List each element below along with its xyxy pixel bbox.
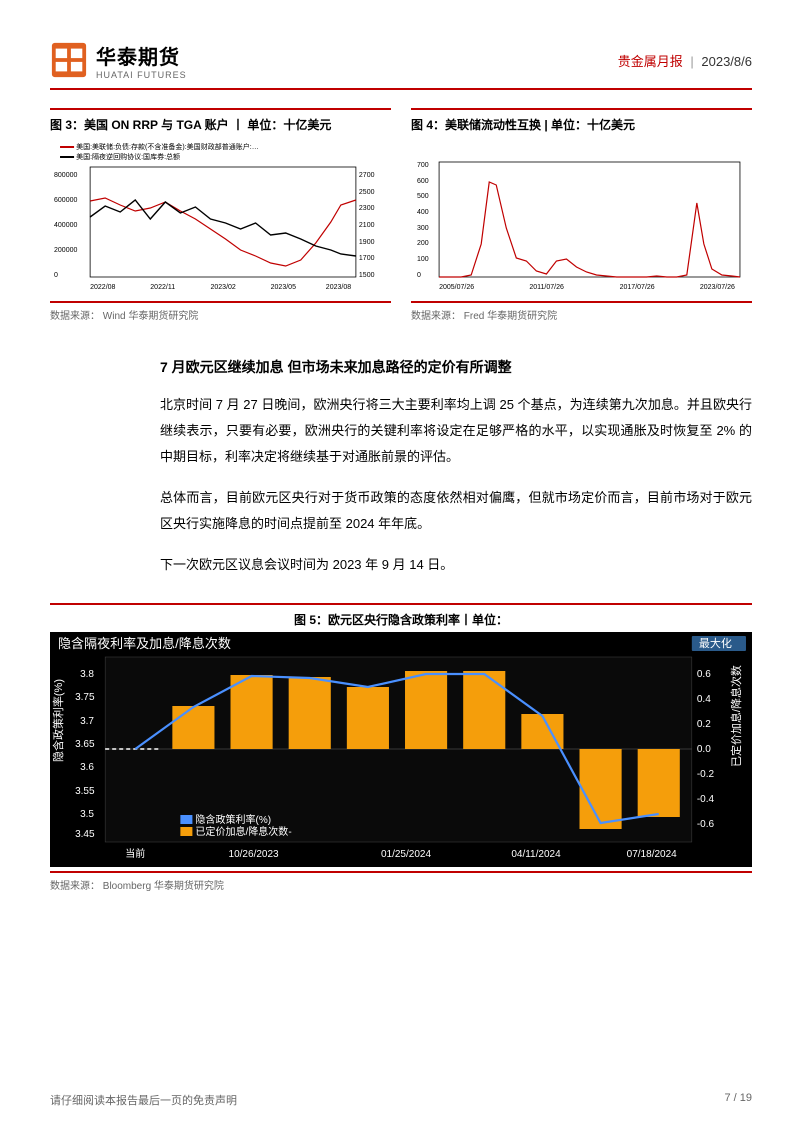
svg-text:0.4: 0.4 bbox=[697, 694, 711, 705]
svg-text:10/26/2023: 10/26/2023 bbox=[229, 849, 280, 860]
svg-text:2017/07/26: 2017/07/26 bbox=[620, 284, 655, 291]
company-name-cn: 华泰期货 bbox=[96, 41, 187, 70]
svg-text:0: 0 bbox=[54, 272, 58, 279]
svg-text:已定价加息/降息次数-: 已定价加息/降息次数- bbox=[195, 825, 291, 838]
svg-text:400000: 400000 bbox=[54, 222, 77, 229]
chart-3-block: 图 3：美国 ON RRP 与 TGA 账户 丨 单位：十亿美元 美国:美联储:… bbox=[50, 108, 391, 322]
svg-text:04/11/2024: 04/11/2024 bbox=[511, 849, 561, 860]
body-paragraph-3: 下一次欧元区议息会议时间为 2023 年 9 月 14 日。 bbox=[160, 552, 752, 578]
section-heading: 7 月欧元区继续加息 但市场未来加息路径的定价有所调整 bbox=[160, 357, 752, 377]
svg-text:2300: 2300 bbox=[359, 205, 375, 212]
svg-text:300: 300 bbox=[417, 225, 429, 232]
svg-text:0: 0 bbox=[417, 272, 421, 279]
svg-text:2023/02: 2023/02 bbox=[210, 284, 235, 291]
page-footer: 请仔细阅读本报告最后一页的免责声明 7 / 19 bbox=[50, 1092, 752, 1108]
svg-text:0.0: 0.0 bbox=[697, 744, 711, 755]
svg-text:200: 200 bbox=[417, 240, 429, 247]
company-logo-icon bbox=[50, 41, 88, 79]
chart-4-source: 数据来源： Fred 华泰期货研究院 bbox=[411, 301, 752, 322]
report-date: 2023/8/6 bbox=[701, 54, 752, 69]
disclaimer-text: 请仔细阅读本报告最后一页的免责声明 bbox=[50, 1092, 237, 1108]
svg-text:隐含政策利率(%): 隐含政策利率(%) bbox=[51, 679, 65, 762]
svg-text:200000: 200000 bbox=[54, 247, 77, 254]
chart5-terminal-title: 隐含隔夜利率及加息/降息次数 bbox=[58, 636, 231, 651]
logo-block: 华泰期货 HUATAI FUTURES bbox=[50, 41, 187, 80]
body-paragraph-1: 北京时间 7 月 27 日晚间，欧洲央行将三大主要利率均上调 25 个基点，为连… bbox=[160, 392, 752, 470]
header-meta: 贵金属月报 | 2023/8/6 bbox=[618, 51, 752, 70]
svg-text:隐含政策利率(%): 隐含政策利率(%) bbox=[195, 813, 271, 826]
svg-text:2005/07/26: 2005/07/26 bbox=[439, 284, 474, 291]
svg-text:700: 700 bbox=[417, 162, 429, 169]
svg-text:3.75: 3.75 bbox=[75, 692, 95, 703]
svg-text:100: 100 bbox=[417, 256, 429, 263]
svg-text:3.5: 3.5 bbox=[80, 809, 94, 820]
page-header: 华泰期货 HUATAI FUTURES 贵金属月报 | 2023/8/6 bbox=[50, 40, 752, 90]
svg-text:500: 500 bbox=[417, 193, 429, 200]
maximize-label: 最大化 bbox=[699, 636, 732, 650]
chart-5-canvas: 隐含隔夜利率及加息/降息次数 最大化 3.8 3.75 3.7 3.65 3.6… bbox=[50, 632, 752, 867]
svg-text:1700: 1700 bbox=[359, 255, 375, 262]
svg-text:2700: 2700 bbox=[359, 172, 375, 179]
chart-4-block: 图 4：美联储流动性互换 | 单位：十亿美元 0 100 200 300 400… bbox=[411, 108, 752, 322]
chart-3-title: 图 3：美国 ON RRP 与 TGA 账户 丨 单位：十亿美元 bbox=[50, 110, 391, 137]
body-paragraph-2: 总体而言，目前欧元区央行对于货币政策的态度依然相对偏鹰，但就市场定价而言，目前市… bbox=[160, 485, 752, 537]
svg-text:当前: 当前 bbox=[125, 847, 145, 860]
svg-text:3.65: 3.65 bbox=[75, 739, 95, 750]
svg-text:600000: 600000 bbox=[54, 197, 77, 204]
chart-3-canvas: 美国:美联储:负债:存款(不含准备金):美国财政部普通账户:… 美国:隔夜逆回购… bbox=[50, 137, 391, 297]
svg-text:07/18/2024: 07/18/2024 bbox=[627, 849, 678, 860]
svg-text:400: 400 bbox=[417, 209, 429, 216]
svg-text:2023/08: 2023/08 bbox=[326, 284, 351, 291]
svg-text:2023/05: 2023/05 bbox=[271, 284, 296, 291]
svg-text:3.45: 3.45 bbox=[75, 829, 95, 840]
report-type: 贵金属月报 bbox=[618, 54, 683, 69]
chart3-legend-0: 美国:美联储:负债:存款(不含准备金):美国财政部普通账户:… bbox=[76, 142, 259, 151]
svg-text:3.7: 3.7 bbox=[80, 716, 94, 727]
svg-text:-0.6: -0.6 bbox=[697, 819, 715, 830]
chart-3-source: 数据来源： Wind 华泰期货研究院 bbox=[50, 301, 391, 322]
company-name-en: HUATAI FUTURES bbox=[96, 70, 187, 80]
svg-text:2011/07/26: 2011/07/26 bbox=[529, 284, 564, 291]
svg-text:2500: 2500 bbox=[359, 189, 375, 196]
chart3-legend-1: 美国:隔夜逆回购协议:国库券:总额 bbox=[76, 152, 180, 161]
svg-text:800000: 800000 bbox=[54, 172, 77, 179]
chart-5-title: 图 5：欧元区央行隐含政策利率丨单位： bbox=[50, 605, 752, 632]
svg-text:2023/07/26: 2023/07/26 bbox=[700, 284, 735, 291]
svg-text:3.6: 3.6 bbox=[80, 762, 94, 773]
svg-text:3.8: 3.8 bbox=[80, 669, 94, 680]
svg-text:-0.4: -0.4 bbox=[697, 794, 715, 805]
svg-text:-0.2: -0.2 bbox=[697, 769, 715, 780]
chart-5-block: 图 5：欧元区央行隐含政策利率丨单位： 隐含隔夜利率及加息/降息次数 最大化 3… bbox=[50, 603, 752, 892]
chart-4-canvas: 0 100 200 300 400 500 600 700 2005/07/26… bbox=[411, 137, 752, 297]
page-number: 7 / 19 bbox=[724, 1092, 752, 1108]
svg-text:已定价加息/降息次数: 已定价加息/降息次数 bbox=[729, 665, 743, 767]
svg-text:2100: 2100 bbox=[359, 222, 375, 229]
svg-text:2022/08: 2022/08 bbox=[90, 284, 115, 291]
svg-text:0.2: 0.2 bbox=[697, 719, 711, 730]
svg-text:1900: 1900 bbox=[359, 239, 375, 246]
svg-text:01/25/2024: 01/25/2024 bbox=[381, 849, 432, 860]
svg-text:0.6: 0.6 bbox=[697, 669, 711, 680]
svg-text:1500: 1500 bbox=[359, 272, 375, 279]
svg-text:3.55: 3.55 bbox=[75, 786, 95, 797]
svg-text:600: 600 bbox=[417, 178, 429, 185]
chart-4-title: 图 4：美联储流动性互换 | 单位：十亿美元 bbox=[411, 110, 752, 137]
svg-text:2022/11: 2022/11 bbox=[150, 284, 175, 291]
chart-5-source: 数据来源： Bloomberg 华泰期货研究院 bbox=[50, 871, 752, 892]
